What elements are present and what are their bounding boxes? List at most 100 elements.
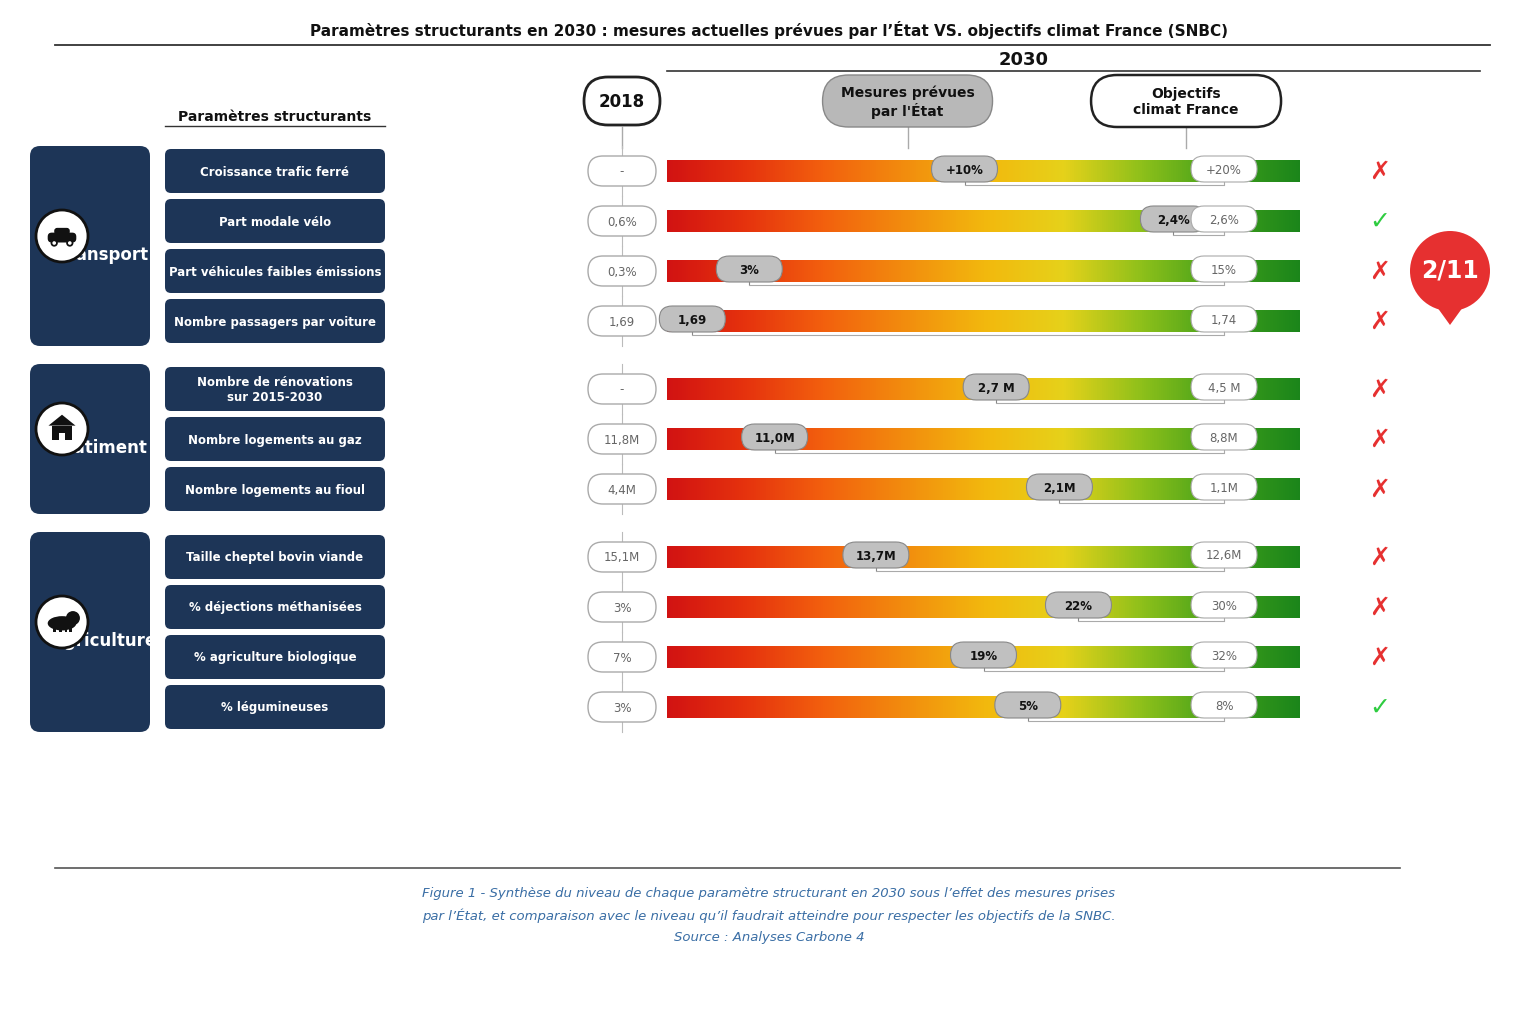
Bar bbox=[1066, 261, 1069, 283]
Bar bbox=[1167, 261, 1170, 283]
Bar bbox=[1007, 261, 1009, 283]
Bar bbox=[1190, 379, 1193, 400]
Bar bbox=[1164, 429, 1167, 451]
Bar bbox=[1275, 310, 1277, 333]
Bar bbox=[1124, 261, 1127, 283]
Bar bbox=[1044, 161, 1047, 183]
Bar bbox=[897, 547, 900, 568]
Bar bbox=[1287, 547, 1290, 568]
Bar bbox=[874, 646, 877, 668]
FancyBboxPatch shape bbox=[588, 474, 657, 504]
Bar bbox=[1124, 379, 1127, 400]
Bar bbox=[869, 646, 872, 668]
Bar bbox=[1206, 161, 1207, 183]
Polygon shape bbox=[49, 416, 75, 427]
Bar bbox=[840, 547, 843, 568]
Bar bbox=[1253, 161, 1257, 183]
Bar bbox=[849, 161, 851, 183]
Bar bbox=[1203, 547, 1206, 568]
Bar bbox=[737, 210, 740, 233]
Bar bbox=[1247, 697, 1250, 718]
Bar bbox=[795, 310, 798, 333]
Bar bbox=[957, 478, 958, 500]
Bar bbox=[817, 310, 820, 333]
Bar bbox=[992, 646, 995, 668]
Bar bbox=[924, 161, 927, 183]
Bar bbox=[1124, 697, 1127, 718]
Bar bbox=[975, 210, 978, 233]
Bar bbox=[930, 547, 934, 568]
Bar bbox=[1175, 310, 1178, 333]
Bar bbox=[1293, 310, 1297, 333]
Bar bbox=[1000, 379, 1003, 400]
Bar bbox=[1038, 547, 1041, 568]
Bar bbox=[980, 161, 981, 183]
Bar bbox=[697, 261, 700, 283]
Bar bbox=[1083, 429, 1086, 451]
Bar bbox=[1213, 429, 1217, 451]
Bar bbox=[900, 161, 901, 183]
Bar bbox=[875, 210, 878, 233]
Bar bbox=[1215, 429, 1218, 451]
Bar bbox=[1107, 547, 1110, 568]
Bar bbox=[764, 310, 766, 333]
Bar bbox=[977, 429, 980, 451]
Bar bbox=[747, 310, 751, 333]
Bar bbox=[674, 478, 675, 500]
Bar bbox=[907, 161, 910, 183]
Bar bbox=[827, 210, 831, 233]
Bar bbox=[1020, 161, 1021, 183]
Bar bbox=[1014, 161, 1015, 183]
Bar bbox=[709, 379, 712, 400]
Bar bbox=[1243, 310, 1246, 333]
Bar bbox=[1260, 261, 1263, 283]
Bar bbox=[1117, 379, 1120, 400]
Bar bbox=[698, 596, 701, 619]
Bar bbox=[718, 429, 720, 451]
Bar bbox=[1260, 596, 1263, 619]
Bar bbox=[1181, 547, 1184, 568]
Bar bbox=[1140, 547, 1143, 568]
Bar bbox=[1066, 697, 1069, 718]
Bar bbox=[783, 379, 786, 400]
Bar bbox=[857, 429, 860, 451]
Bar bbox=[1084, 210, 1087, 233]
Bar bbox=[929, 429, 930, 451]
Bar bbox=[1112, 379, 1115, 400]
Bar bbox=[840, 310, 843, 333]
Bar bbox=[798, 697, 800, 718]
Bar bbox=[1157, 210, 1160, 233]
Text: ✗: ✗ bbox=[1369, 160, 1390, 184]
Bar bbox=[724, 429, 726, 451]
Bar bbox=[727, 429, 731, 451]
Bar bbox=[1186, 646, 1189, 668]
Bar bbox=[1258, 697, 1261, 718]
Bar bbox=[1255, 697, 1258, 718]
Bar bbox=[946, 429, 947, 451]
Bar bbox=[958, 379, 961, 400]
Bar bbox=[895, 379, 898, 400]
Bar bbox=[914, 161, 917, 183]
Bar bbox=[1095, 547, 1098, 568]
Bar bbox=[1237, 697, 1240, 718]
Bar bbox=[1184, 161, 1186, 183]
Bar bbox=[1117, 210, 1120, 233]
FancyBboxPatch shape bbox=[588, 592, 657, 623]
Bar bbox=[697, 478, 700, 500]
Bar bbox=[1134, 261, 1137, 283]
Bar bbox=[861, 547, 864, 568]
Bar bbox=[977, 261, 980, 283]
Bar bbox=[844, 429, 847, 451]
Bar bbox=[997, 310, 998, 333]
Bar bbox=[920, 379, 923, 400]
Bar bbox=[1049, 478, 1052, 500]
Bar bbox=[1007, 547, 1009, 568]
Bar bbox=[778, 697, 781, 718]
Bar bbox=[838, 547, 841, 568]
Bar bbox=[1123, 697, 1126, 718]
Bar bbox=[755, 646, 758, 668]
Bar bbox=[760, 547, 763, 568]
Bar bbox=[1077, 697, 1080, 718]
Bar bbox=[701, 161, 703, 183]
Bar bbox=[771, 697, 774, 718]
